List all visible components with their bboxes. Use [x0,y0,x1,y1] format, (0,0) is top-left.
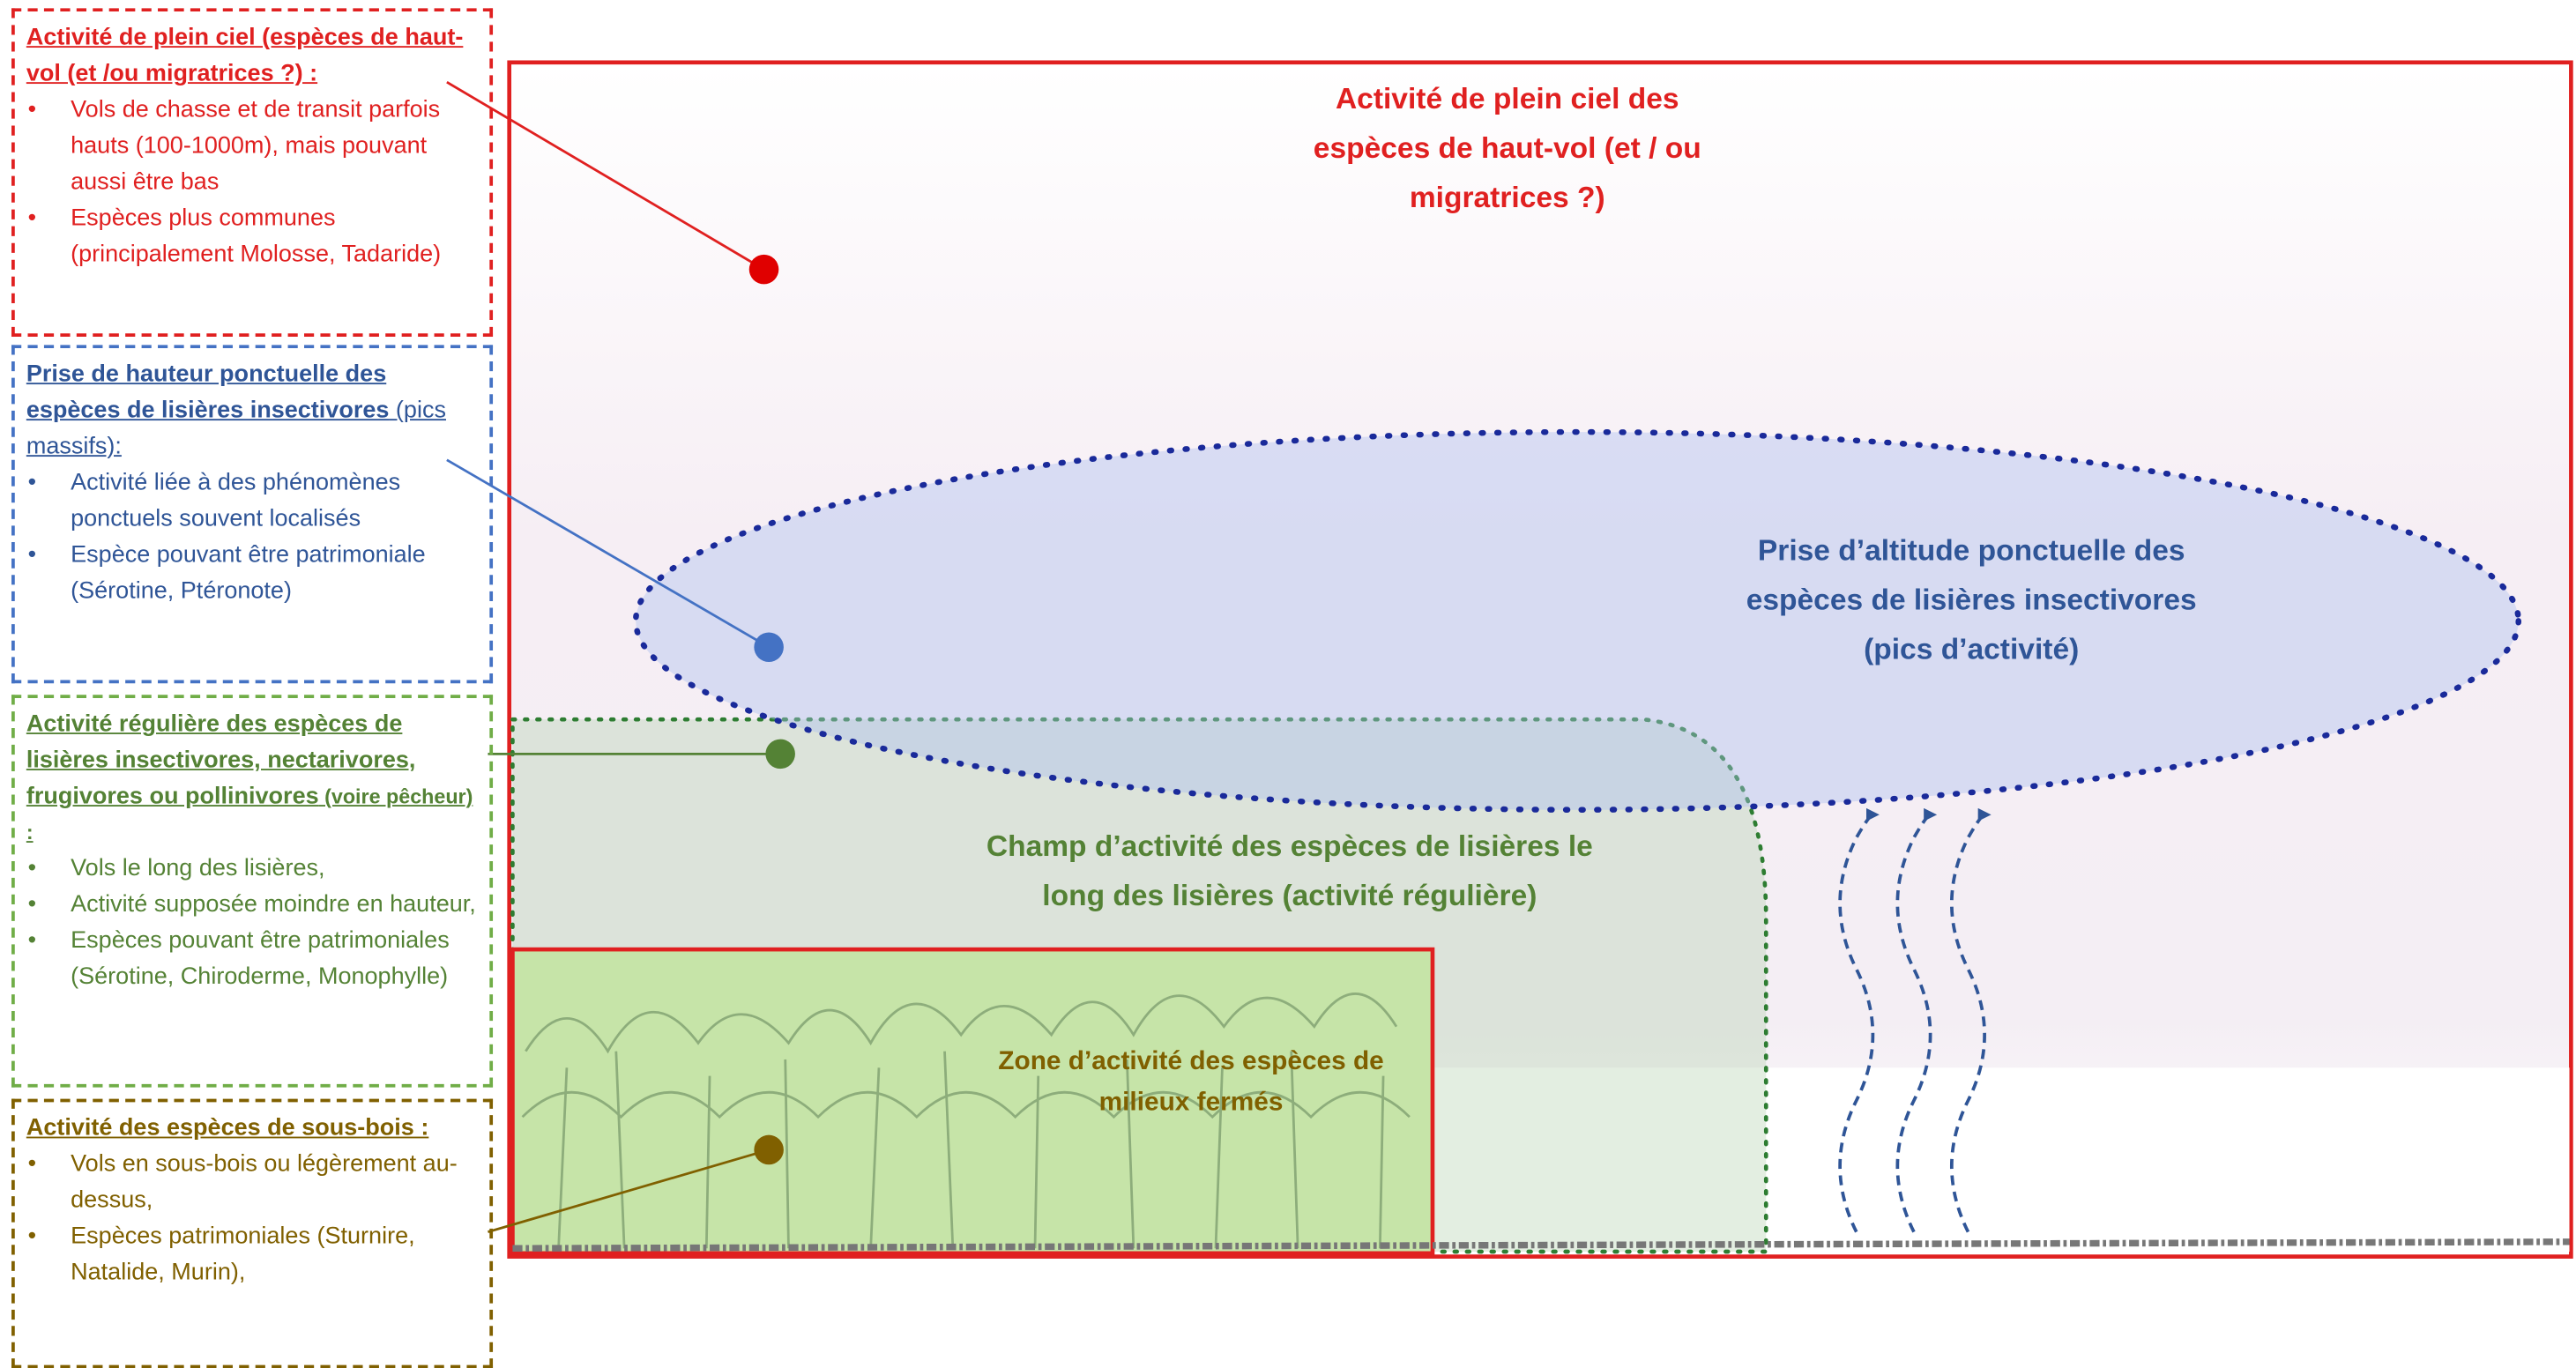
bullet: Espèces plus communes (principalement Mo… [28,200,478,272]
ground-line [512,1238,2570,1252]
pointer-dot [765,739,795,770]
bullet: Activité supposée moindre en hauteur, [28,887,478,923]
pointer-line [446,458,770,649]
bullet: Espèce pouvant être patrimoniale (Séroti… [28,537,478,609]
bullet-list: Vols le long des lisières,Activité suppo… [26,851,478,995]
pointer-dot [754,1134,784,1165]
zone-label: Champ d’activité des espèces de lisières… [986,829,1593,912]
box-title: Activité de plein ciel (espèces de haut-… [26,19,478,92]
bullet-list: Vols en sous-bois ou légèrement au- dess… [26,1147,478,1291]
title-text: Prise de hauteur ponctuelle des espèces … [26,361,390,424]
box-title: Activité régulière des espèces de lisièr… [26,706,478,851]
bullet: Vols le long des lisières, [28,851,478,887]
bullet-list: Vols de chasse et de transit parfois hau… [26,92,478,272]
title-text: Activité régulière des espèces de lisièr… [26,710,416,810]
bullet: Activité liée à des phénomènes ponctuels… [28,465,478,537]
legend-box: Activité des espèces de sous-bois : Vols … [11,1098,494,1368]
trees [521,993,1411,1249]
box-title: Activité des espèces de sous-bois : [26,1111,478,1147]
pointer-dot [748,254,779,285]
altitude-zone [632,428,2522,813]
title-suffix: (voire pêcheur) : [26,784,473,844]
bullet: Vols de chasse et de transit parfois hau… [28,92,478,200]
pointer-line [446,80,765,271]
rising-arrows [1838,807,1992,1233]
zone-label: Prise d’altitude ponctuelle des espèces … [1746,533,2197,665]
title-text: Activité de plein ciel (espèces de haut-… [26,24,464,87]
zone-label: Zone d’activité des espèces de milieux f… [998,1047,1384,1118]
box-title: Prise de hauteur ponctuelle des espèces … [26,356,478,465]
title-suffix: (pics massifs): [26,397,446,460]
bullet: Espèces patrimoniales (Sturnire, Natalid… [28,1219,478,1291]
pointer-dot [754,632,784,662]
title-text: Activité des espèces de sous-bois : [26,1115,429,1142]
legend-box: Prise de hauteur ponctuelle des espèces … [11,345,494,684]
bullet: Espèces pouvant être patrimoniales (Séro… [28,923,478,995]
bullet: Vols en sous-bois ou légèrement au- dess… [28,1147,478,1219]
legend-box: Activité de plein ciel (espèces de haut-… [11,8,494,338]
zone-label: Activité de plein ciel des espèces de ha… [1313,82,1701,214]
pointer-line [488,1149,770,1233]
bullet-list: Activité liée à des phénomènes ponctuels… [26,465,478,609]
legend-box: Activité régulière des espèces de lisièr… [11,695,494,1088]
